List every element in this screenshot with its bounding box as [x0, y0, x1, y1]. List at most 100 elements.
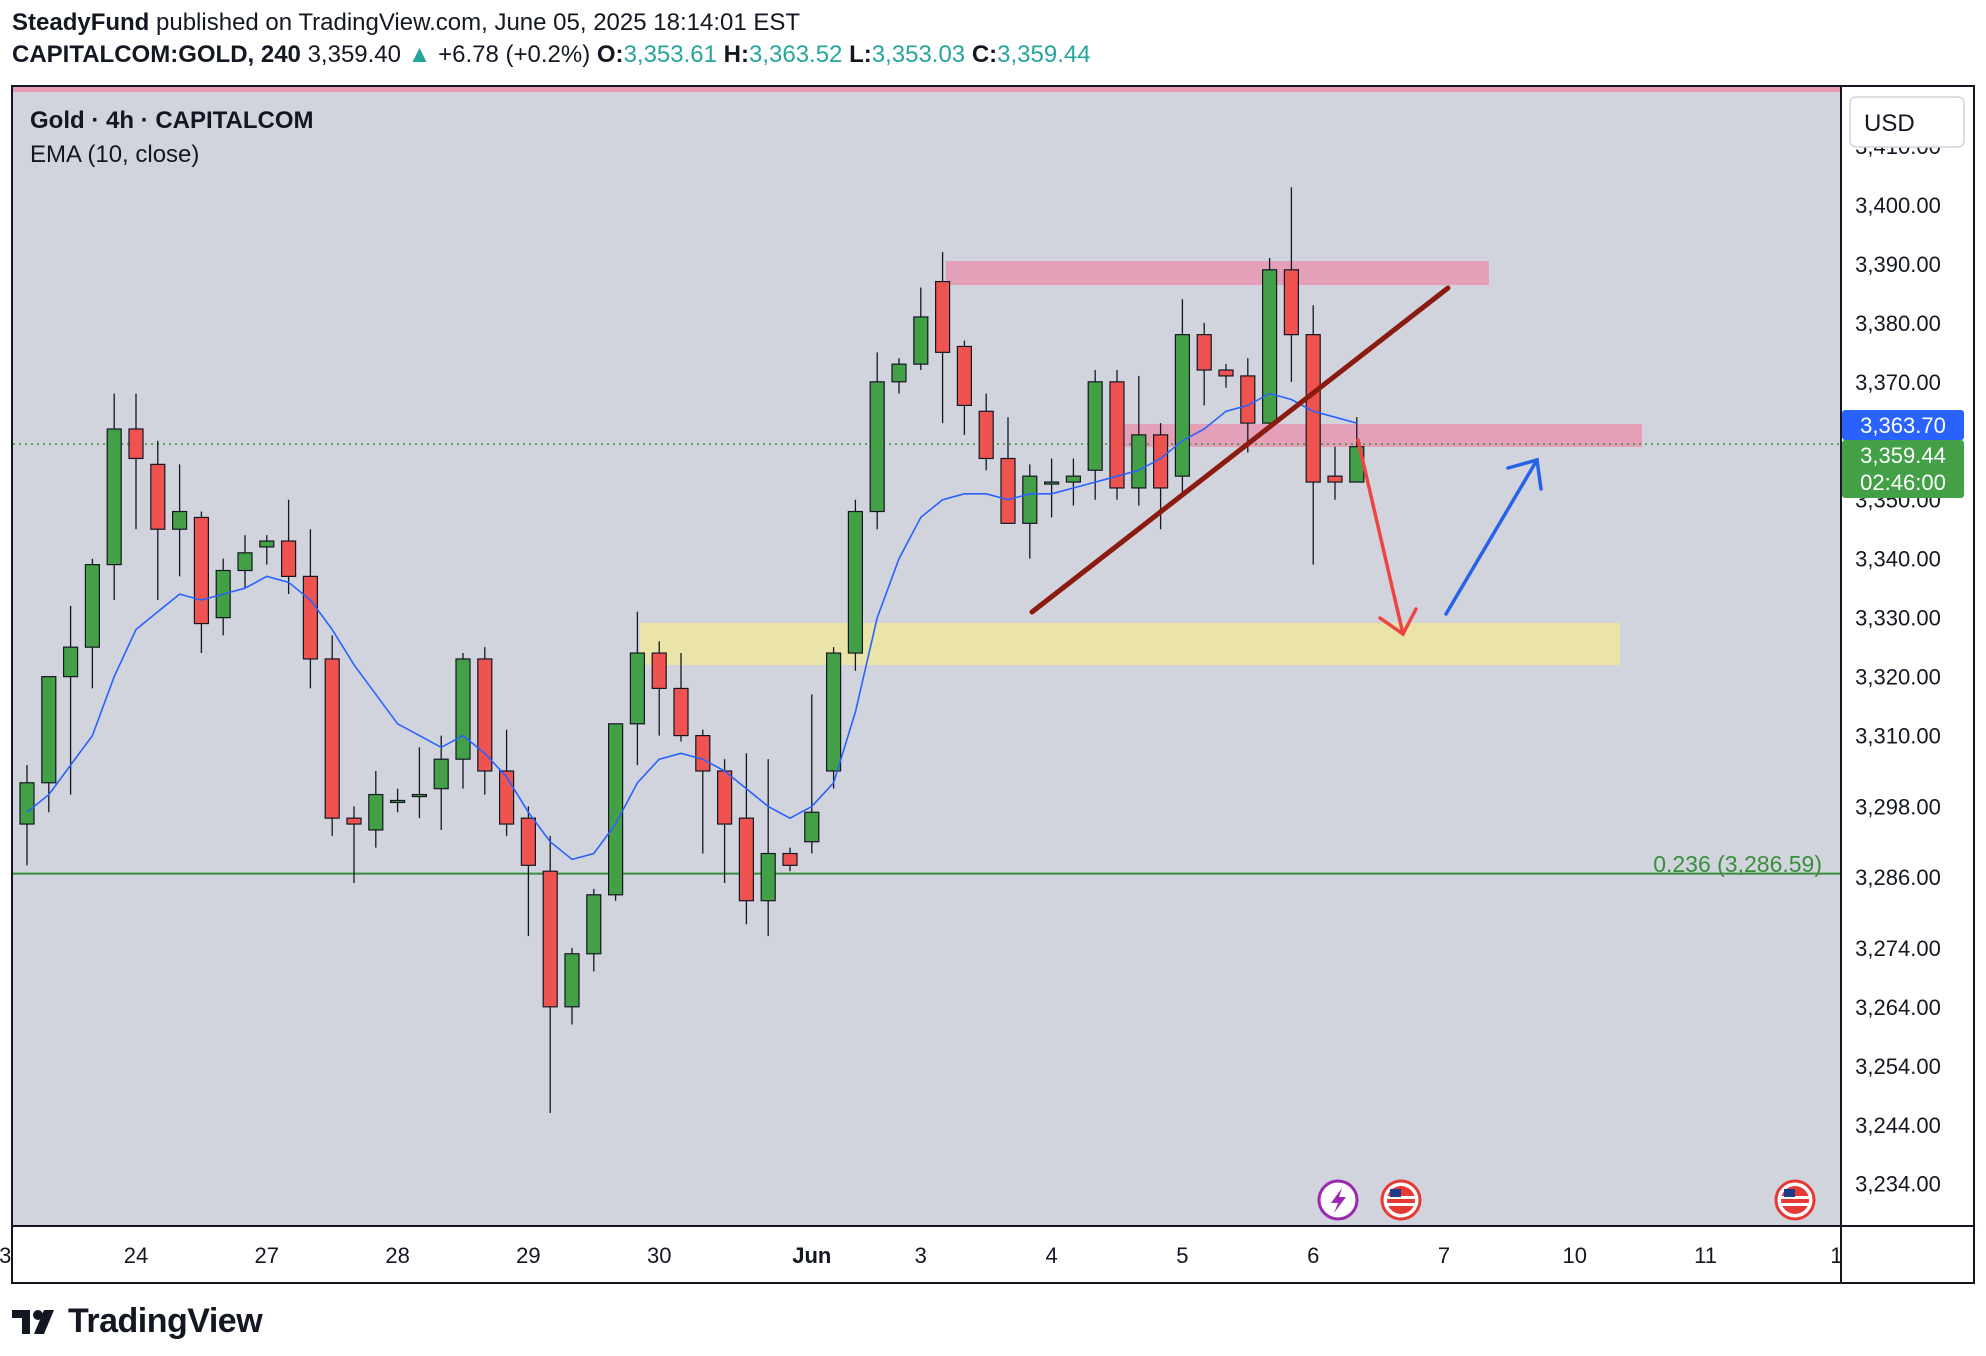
candle-body [84, 564, 101, 648]
candle[interactable] [62, 605, 79, 795]
candle[interactable] [629, 611, 646, 766]
candle-body [1196, 334, 1212, 371]
candle-body [1109, 381, 1125, 489]
tradingview-logo-icon[interactable] [12, 1307, 60, 1337]
candle[interactable] [520, 806, 537, 937]
lightning-icon[interactable] [1317, 1179, 1359, 1221]
candle[interactable] [1240, 358, 1256, 453]
candle[interactable] [651, 641, 667, 736]
candle[interactable] [542, 835, 558, 1113]
ema-line[interactable] [26, 392, 1358, 861]
chart[interactable]: Gold · 4h · CAPITALCOM EMA (10, close) 0… [0, 0, 1986, 1300]
candle[interactable] [804, 694, 820, 854]
candle[interactable] [477, 647, 493, 795]
candle[interactable] [847, 499, 864, 671]
us-flag-icon[interactable] [1380, 1179, 1422, 1221]
candle-body [1240, 375, 1256, 424]
price-tick-label: 3,298.00 [1855, 794, 1941, 819]
candle[interactable] [1109, 370, 1125, 500]
change-value: +6.78 (+0.2%) [438, 41, 591, 68]
candle-body [368, 793, 384, 831]
candle[interactable] [368, 770, 384, 848]
candle[interactable] [782, 847, 798, 872]
candle[interactable] [150, 440, 166, 600]
legend-title: Gold · 4h · CAPITALCOM [30, 107, 314, 134]
candle[interactable] [1327, 446, 1343, 500]
candle[interactable] [1283, 187, 1300, 382]
candle[interactable] [390, 788, 406, 813]
candle[interactable] [1022, 464, 1038, 559]
time-tick-label: 6 [1307, 1243, 1319, 1268]
candle-body [804, 811, 820, 843]
author-name[interactable]: SteadyFund [12, 9, 150, 36]
candle[interactable] [1131, 375, 1147, 506]
candle[interactable] [891, 358, 907, 394]
candle[interactable] [281, 499, 297, 595]
candle[interactable] [607, 723, 624, 901]
candle[interactable] [695, 729, 711, 854]
candle[interactable] [433, 735, 449, 830]
candle[interactable] [1261, 257, 1278, 429]
candle[interactable] [825, 647, 842, 789]
candle[interactable] [411, 747, 427, 819]
price-tick-label: 3,274.00 [1855, 936, 1941, 961]
time-tick-label: 3 [0, 1243, 11, 1268]
bearish-arrow[interactable] [1356, 438, 1418, 637]
resistance-zone-upper[interactable] [946, 261, 1489, 285]
candle[interactable] [738, 753, 755, 925]
price-tick-label: 3,264.00 [1855, 995, 1941, 1020]
candle[interactable] [978, 393, 994, 471]
candle-body [1022, 475, 1038, 524]
price-tick-label: 3,390.00 [1855, 252, 1941, 277]
candle-body [520, 817, 537, 866]
fib-label: 0.236 (3,286.59) [1653, 851, 1822, 877]
candle[interactable] [259, 535, 275, 565]
price-tick-label: 3,380.00 [1855, 311, 1941, 336]
candle[interactable] [106, 393, 122, 600]
support-zone[interactable] [640, 623, 1620, 665]
candle-body [542, 870, 558, 1008]
bullish-arrow[interactable] [1444, 457, 1543, 616]
candle[interactable] [760, 759, 776, 937]
currency-button[interactable]: USD [1849, 96, 1965, 148]
candle[interactable] [128, 393, 144, 530]
candle[interactable] [19, 765, 35, 866]
candle[interactable] [956, 340, 973, 435]
candle[interactable] [237, 535, 253, 589]
candle[interactable] [324, 635, 340, 836]
candle-body [302, 575, 318, 660]
candle[interactable] [193, 511, 209, 654]
candle-body [41, 676, 57, 784]
candle[interactable] [172, 464, 188, 577]
candle[interactable] [1043, 458, 1060, 518]
candle-body [1131, 434, 1147, 489]
candle[interactable] [455, 653, 471, 789]
candle-body [499, 770, 515, 825]
brand-name[interactable]: TradingView [68, 1302, 263, 1340]
candle[interactable] [84, 558, 101, 689]
candle-body [847, 510, 864, 654]
candle[interactable] [1218, 364, 1234, 388]
time-axis[interactable]: 3 24 27 28 29 30 Jun 3 4 5 6 7 10 11 1 [0, 1243, 1843, 1268]
candle[interactable] [673, 653, 689, 742]
candle[interactable] [564, 947, 580, 1025]
candle[interactable] [869, 352, 885, 530]
candle[interactable] [934, 252, 951, 424]
candle-body [150, 463, 166, 530]
candle[interactable] [499, 729, 515, 836]
price-tick-label: 3,400.00 [1855, 193, 1941, 218]
candle[interactable] [1000, 417, 1016, 524]
price-tick-label: 3,310.00 [1855, 724, 1941, 749]
candle[interactable] [1065, 458, 1082, 506]
candle[interactable] [586, 888, 602, 972]
candle[interactable] [1087, 370, 1103, 500]
candle[interactable] [913, 287, 929, 371]
candle-body [782, 852, 798, 866]
candle[interactable] [1196, 322, 1212, 406]
candle[interactable] [346, 806, 362, 884]
candle[interactable] [41, 676, 57, 813]
candle[interactable] [1174, 299, 1191, 494]
us-flag-icon[interactable] [1774, 1179, 1816, 1221]
trendline[interactable] [1029, 285, 1451, 615]
price-tick-label: 3,244.00 [1855, 1113, 1941, 1138]
